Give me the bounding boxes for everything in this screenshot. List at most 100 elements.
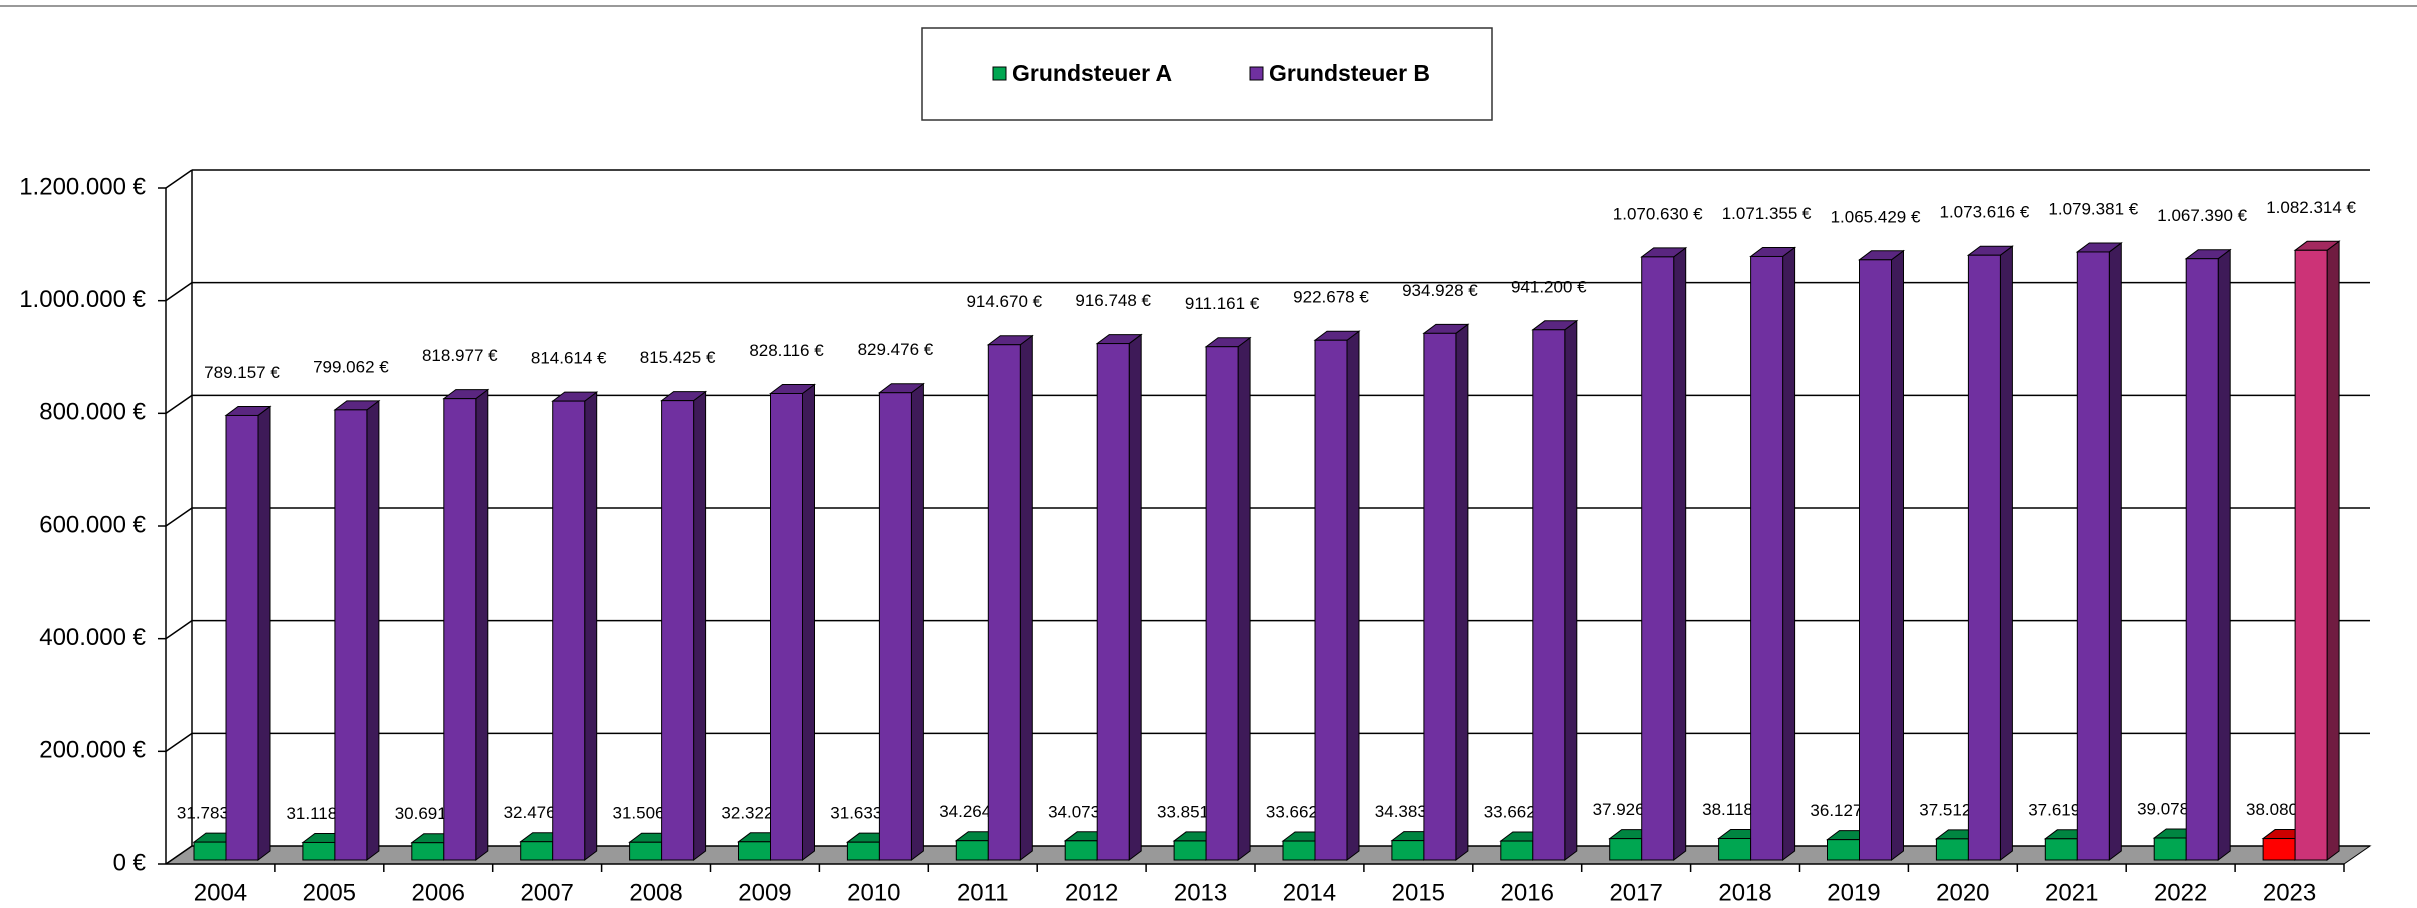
value-label: 934.928 €: [1402, 281, 1478, 300]
bar-side: [2326, 240, 2340, 861]
bar: [1641, 256, 1675, 861]
bar-side: [1237, 336, 1251, 861]
value-label: 1.071.355 €: [1722, 204, 1812, 223]
bar-side: [1128, 333, 1142, 861]
grid-line-side: [165, 507, 193, 527]
bar: [2044, 838, 2078, 861]
value-label: 829.476 €: [858, 340, 934, 359]
grid-line-side: [165, 282, 193, 302]
bar: [2294, 249, 2328, 861]
bar: [411, 842, 445, 861]
x-tick-label: 2014: [1283, 879, 1336, 906]
legend-label: Grundsteuer A: [1012, 60, 1172, 86]
bar-side: [475, 388, 489, 861]
value-label: 828.116 €: [749, 341, 824, 360]
bar-side: [584, 391, 598, 861]
bar-side: [1019, 334, 1033, 861]
x-tick-label: 2021: [2045, 879, 2098, 906]
value-label: 922.678 €: [1293, 288, 1369, 307]
bar: [1205, 346, 1239, 861]
x-tick-label: 2010: [847, 879, 900, 906]
x-tick-label: 2006: [412, 879, 465, 906]
y-tick-label: 0 €: [113, 849, 147, 876]
bar: [443, 398, 477, 861]
bar: [987, 344, 1021, 861]
bar: [770, 392, 803, 861]
y-tick-label: 200.000 €: [39, 737, 146, 764]
bar: [1423, 332, 1457, 861]
value-label: 814.614 €: [531, 349, 607, 368]
bar-side: [1891, 249, 1904, 861]
value-label: 1.079.381 €: [2048, 199, 2138, 218]
bar-side: [693, 390, 707, 861]
bar-side: [1673, 246, 1687, 861]
bar-side: [1999, 245, 2013, 861]
x-tick-label: 2018: [1718, 879, 1771, 906]
legend-label: Grundsteuer B: [1269, 60, 1430, 86]
bar: [1096, 343, 1130, 861]
bar: [1391, 840, 1425, 861]
x-tick-label: 2017: [1609, 879, 1662, 906]
legend-swatch: [992, 66, 1007, 81]
bar-side: [1455, 323, 1469, 861]
bar-side: [910, 382, 924, 861]
value-label: 1.070.630 €: [1613, 204, 1703, 223]
value-label: 1.082.314 €: [2266, 198, 2356, 217]
grid-line-side: [165, 620, 193, 640]
bar: [2076, 251, 2110, 861]
grid-line-side: [165, 732, 193, 752]
bar: [334, 409, 368, 861]
bar: [302, 841, 336, 861]
value-label: 1.067.390 €: [2157, 206, 2247, 225]
value-label: 818.977 €: [422, 346, 498, 365]
bar: [846, 841, 880, 861]
x-tick-label: 2007: [520, 879, 573, 906]
bar: [193, 841, 227, 861]
value-label: 914.670 €: [966, 292, 1042, 311]
x-tick-label: 2013: [1174, 879, 1227, 906]
x-tick-label: 2022: [2154, 879, 2207, 906]
bar: [1173, 840, 1207, 861]
bar: [1935, 838, 1969, 861]
bar: [2185, 258, 2219, 861]
bar: [552, 400, 586, 861]
bar: [1314, 339, 1348, 861]
bar-side: [2108, 241, 2122, 861]
bar: [661, 400, 695, 861]
x-tick-label: 2019: [1827, 879, 1880, 906]
bar-side: [2217, 248, 2231, 861]
value-label: 916.748 €: [1075, 291, 1151, 310]
bar-side: [1346, 330, 1360, 861]
bar-side: [1564, 319, 1578, 861]
x-tick-label: 2020: [1936, 879, 1989, 906]
grid-line-side: [165, 394, 193, 414]
bar: [520, 841, 554, 861]
bar-side: [257, 405, 271, 861]
bar: [955, 840, 989, 861]
x-tick-label: 2015: [1392, 879, 1445, 906]
value-label: 941.200 €: [1511, 277, 1587, 296]
bar: [1532, 329, 1566, 861]
bar: [1064, 840, 1098, 861]
bar: [2153, 837, 2187, 861]
bar: [1500, 840, 1534, 861]
grid-line-side: [165, 845, 193, 865]
x-tick-label: 2009: [738, 879, 791, 906]
bar: [1750, 255, 1784, 861]
y-tick-label: 600.000 €: [39, 511, 146, 538]
bar: [629, 841, 663, 861]
grid-line-side: [165, 169, 193, 189]
floor: [164, 845, 2372, 865]
x-tick-label: 2004: [194, 879, 247, 906]
y-tick-label: 800.000 €: [39, 399, 146, 426]
bar: [1827, 839, 1860, 861]
bar: [1609, 838, 1643, 861]
bar: [225, 414, 259, 861]
bar: [1967, 254, 2001, 861]
bar: [878, 392, 912, 861]
x-tick-label: 2011: [957, 879, 1009, 906]
x-tick-label: 2016: [1501, 879, 1554, 906]
value-label: 1.073.616 €: [1939, 203, 2029, 222]
bar-side: [366, 399, 380, 861]
